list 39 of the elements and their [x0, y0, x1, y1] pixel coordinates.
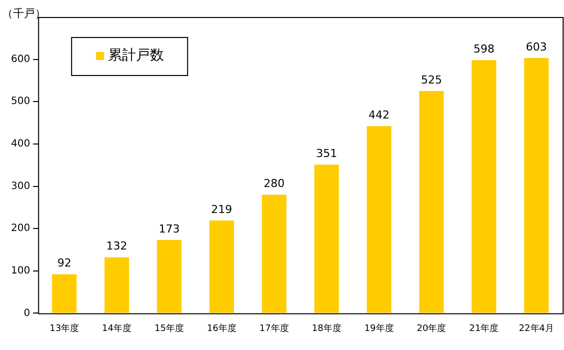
x-tick-label: 19年度	[364, 322, 394, 334]
x-tick-label: 21年度	[469, 322, 499, 334]
y-tick-label: 400	[10, 138, 30, 150]
data-label: 173	[158, 222, 180, 236]
legend-label: 累計戸数	[108, 48, 164, 64]
data-label: 525	[421, 73, 442, 86]
bar	[52, 274, 77, 313]
x-tick-label: 15年度	[154, 322, 184, 334]
x-tick-label: 18年度	[312, 322, 342, 334]
y-tick-label: 500	[10, 96, 30, 108]
data-label: 598	[473, 42, 494, 56]
bar	[209, 220, 234, 313]
bar	[419, 91, 444, 313]
x-tick-label: 13年度	[50, 322, 80, 334]
bar	[314, 164, 339, 313]
data-label: 603	[526, 40, 547, 54]
x-tick-label: 22年4月	[518, 322, 554, 334]
x-tick-label: 16年度	[206, 322, 236, 334]
y-tick-label: 300	[10, 180, 30, 192]
bar	[366, 126, 392, 313]
bar	[104, 257, 130, 313]
y-tick-label: 200	[10, 223, 30, 234]
x-tick-label: 14年度	[102, 322, 132, 334]
data-label: 280	[264, 177, 285, 190]
y-tick-label: 600	[10, 54, 30, 65]
data-label: 132	[106, 240, 128, 253]
bar	[524, 58, 549, 313]
data-label: 92	[57, 256, 72, 270]
data-label: 219	[211, 202, 232, 216]
x-tick-label: 20年度	[416, 322, 446, 334]
bar	[472, 60, 496, 313]
x-tick-label: 17年度	[259, 322, 289, 334]
data-label: 351	[316, 147, 338, 160]
bar	[156, 240, 182, 313]
data-label: 442	[368, 108, 390, 122]
y-tick-label: 100	[10, 265, 30, 276]
bar	[262, 194, 286, 313]
y-axis-title: （千戸）	[2, 6, 46, 21]
y-tick-label: 0	[24, 308, 30, 319]
